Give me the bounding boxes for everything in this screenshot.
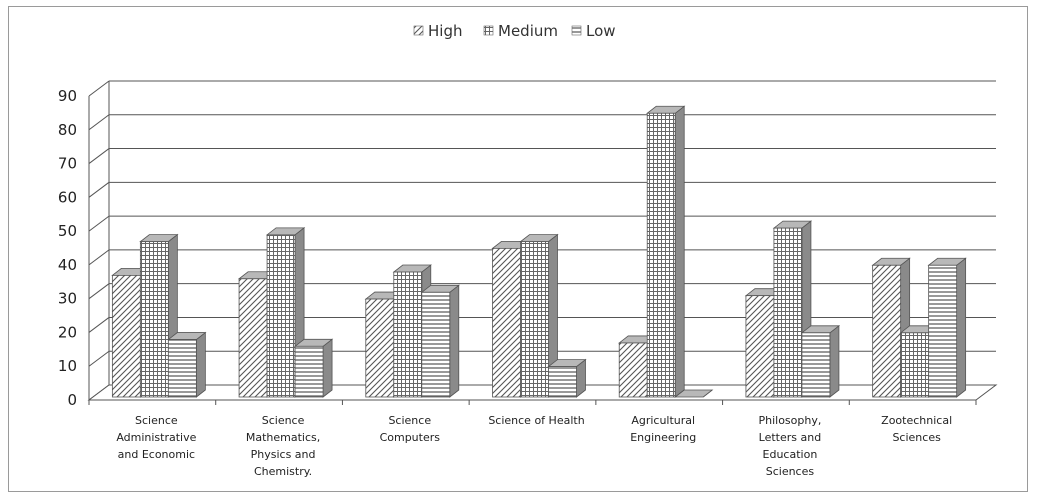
bar-front	[646, 112, 676, 398]
y-tick-label: 30	[58, 290, 77, 308]
y-tick-label: 40	[58, 256, 77, 274]
bar-front	[745, 295, 775, 398]
bar-front	[266, 234, 296, 398]
y-tick-label: 0	[67, 391, 77, 409]
x-category-label-line: Zootechnical	[881, 414, 952, 427]
x-category-label-line: Education	[763, 448, 818, 461]
legend-item: Low	[571, 22, 616, 40]
side-wall-line	[88, 350, 110, 367]
bar	[293, 338, 334, 398]
side-wall-line	[88, 148, 110, 164]
legend-swatch	[413, 25, 424, 36]
bar	[547, 358, 587, 398]
x-category-label: Science Computers	[380, 414, 441, 444]
bar-top	[674, 389, 714, 398]
bar	[167, 331, 207, 398]
bar-front	[928, 264, 958, 398]
y-tick-label: 20	[58, 323, 77, 341]
y-tick-label: 50	[58, 222, 77, 240]
side-wall-line	[88, 80, 110, 97]
x-category-label-line: Letters and	[759, 431, 822, 444]
category-labels: Science Administrative and EconomicScience…	[116, 414, 952, 478]
y-tick-label: 60	[58, 188, 77, 206]
x-category-label-line: Administrative	[116, 431, 196, 444]
bar-front	[238, 278, 268, 398]
bar-front	[111, 274, 141, 398]
x-category-label-line: Engineering	[630, 431, 696, 444]
bars-layer	[111, 105, 967, 398]
side-wall-line	[88, 249, 110, 266]
bar	[646, 105, 686, 398]
x-category-label: Science Mathematics, Physics and Chemistry.	[246, 414, 320, 478]
x-category-label: Science Administrative and Economic	[116, 414, 196, 461]
bar	[744, 287, 785, 398]
bar	[420, 284, 460, 398]
bar-front	[548, 366, 577, 398]
bar-front	[872, 264, 902, 398]
bar	[519, 233, 559, 398]
chart-frame: High Medium Low 0 10 20 30 40 50 60 70 80 90 Scienc…	[8, 6, 1028, 492]
x-category-label-line: Computers	[380, 431, 441, 444]
x-category-label: Zootechnical Sciences	[881, 414, 952, 444]
x-category-label-line: Physics and	[251, 448, 316, 461]
bar	[800, 325, 841, 398]
legend-item: High	[413, 22, 462, 40]
bar-front	[900, 332, 930, 398]
y-tick-label: 80	[58, 121, 77, 139]
x-category-label: Science of Health	[488, 414, 584, 427]
x-category-label: Philosophy, Letters and Education Sciences	[758, 414, 821, 478]
legend-label: High	[428, 22, 462, 40]
bar	[674, 389, 714, 398]
side-wall-line	[88, 215, 110, 232]
x-category-label-line: Sciences	[892, 431, 941, 444]
x-category-label-line: Science	[388, 414, 431, 427]
bar-front	[520, 241, 549, 398]
y-tick-label: 90	[58, 87, 77, 105]
x-category-label-line: Mathematics,	[246, 431, 320, 444]
bar-front	[421, 291, 451, 398]
side-wall-line	[88, 181, 110, 198]
bar-side	[449, 284, 460, 398]
bar-front	[393, 271, 423, 398]
legend-label: Low	[586, 22, 616, 40]
bar-chart: High Medium Low 0 10 20 30 40 50 60 70 80 90 Scienc…	[58, 22, 998, 478]
x-category-label-line: Science of Health	[488, 414, 584, 427]
bar-front	[801, 332, 831, 398]
bar-front	[365, 298, 395, 398]
x-category-label-line: Sciences	[766, 465, 815, 478]
x-category-label-line: Chemistry.	[254, 465, 312, 478]
x-category-label: Agricultural Engineering	[630, 414, 696, 444]
legend-item: Medium	[483, 22, 558, 40]
x-category-label-line: and Economic	[118, 448, 195, 461]
side-wall-line	[88, 114, 110, 131]
bar	[927, 257, 967, 398]
bar-side	[322, 338, 333, 398]
legend: High Medium Low	[413, 22, 616, 40]
side-wall-line	[88, 317, 110, 333]
legend-swatch	[483, 25, 494, 36]
y-tick-label: 70	[58, 155, 77, 173]
bar-side	[829, 325, 840, 398]
bar-front	[618, 342, 648, 398]
bar-front	[139, 241, 169, 398]
bar-front	[167, 339, 197, 398]
x-category-label-line: Agricultural	[631, 414, 695, 427]
x-category-label-line: Science	[262, 414, 305, 427]
bar-side	[195, 331, 206, 398]
bar-front	[773, 227, 803, 398]
bar-side	[674, 105, 685, 398]
y-tick-label: 10	[58, 357, 77, 375]
bar-front	[294, 345, 324, 398]
bar-front	[492, 247, 521, 398]
legend-label: Medium	[498, 22, 558, 40]
legend-swatch	[571, 25, 582, 36]
x-category-label-line: Science	[135, 414, 178, 427]
side-wall-line	[88, 283, 110, 300]
bar-side	[956, 257, 967, 398]
x-category-label-line: Philosophy,	[758, 414, 821, 427]
